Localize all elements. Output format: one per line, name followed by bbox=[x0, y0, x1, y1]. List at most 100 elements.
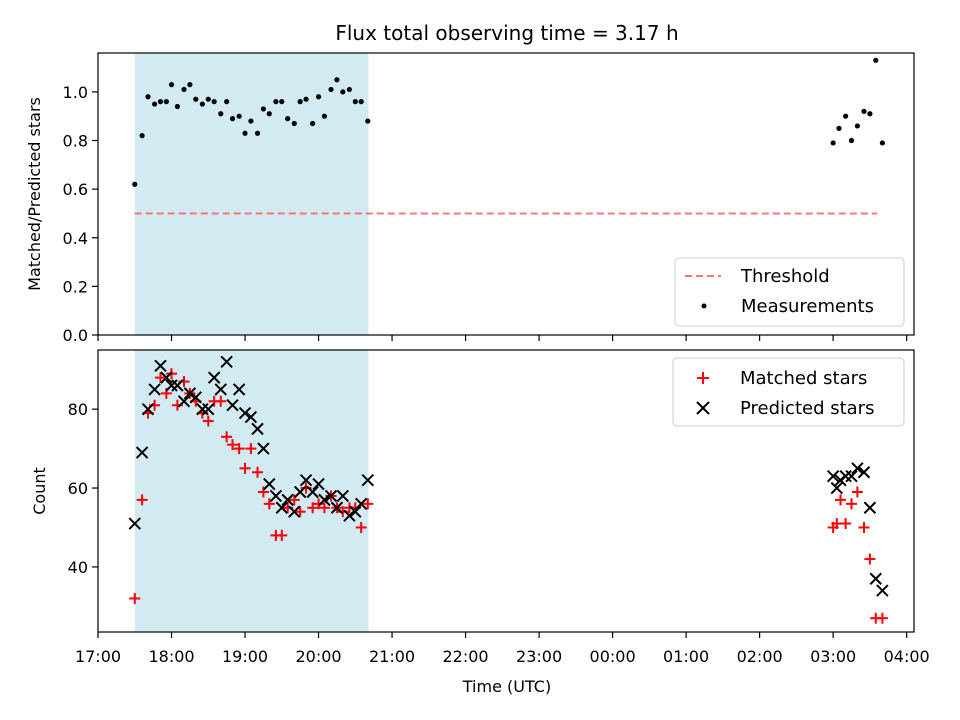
measurement-point bbox=[285, 116, 291, 122]
matched-star-point bbox=[252, 466, 264, 478]
x-axis-title: Time (UTC) bbox=[462, 677, 551, 696]
top-y-tick-label: 1.0 bbox=[63, 83, 88, 102]
matched-star-point bbox=[846, 498, 858, 510]
top-y-axis-title: Matched/Predicted stars bbox=[25, 97, 44, 291]
measurement-point bbox=[334, 77, 340, 83]
predicted-star-point bbox=[135, 446, 149, 459]
chart-title: Flux total observing time = 3.17 h bbox=[335, 21, 678, 45]
measurement-point bbox=[152, 101, 158, 107]
predicted-star-point bbox=[238, 406, 252, 420]
matched-star-point bbox=[318, 502, 330, 514]
bottom-y-tick-label: 60 bbox=[68, 479, 88, 498]
bottom-legend: Matched stars Predicted stars bbox=[672, 357, 905, 427]
predicted-star-point bbox=[839, 470, 852, 483]
measurement-point bbox=[346, 86, 353, 93]
measurement-point bbox=[168, 82, 175, 88]
matched-star-point bbox=[129, 592, 141, 604]
predicted-star-point bbox=[349, 505, 362, 518]
bottom-panel: 40 60 80 17:00 18:00 19:00 20:00 21:00 22:00 23:… bbox=[30, 349, 930, 696]
measurement-point bbox=[879, 140, 885, 146]
matched-star-point bbox=[307, 502, 319, 514]
measurement-point bbox=[163, 99, 169, 105]
predicted-star-point bbox=[269, 489, 283, 503]
predicted-star-point bbox=[343, 509, 356, 522]
measurement-point bbox=[211, 99, 217, 105]
matched-star-point bbox=[245, 443, 257, 455]
measurement-point bbox=[340, 89, 346, 95]
predicted-star-point bbox=[857, 466, 871, 479]
matched-star-point bbox=[876, 612, 888, 624]
predicted-star-point bbox=[281, 493, 294, 507]
predicted-star-point bbox=[275, 501, 288, 514]
predicted-star-point bbox=[214, 383, 227, 396]
legend-predicted-swatch bbox=[696, 401, 710, 415]
x-tick-label: 20:00 bbox=[295, 647, 341, 666]
matched-stars-group bbox=[129, 368, 888, 624]
x-tick-label: 18:00 bbox=[148, 647, 194, 666]
x-tick-label: 17:00 bbox=[75, 647, 121, 666]
predicted-star-point bbox=[306, 485, 319, 499]
legend-matched-swatch bbox=[697, 372, 709, 384]
predicted-star-point bbox=[354, 497, 368, 511]
matched-star-point bbox=[276, 529, 288, 541]
legend-threshold-label: Threshold bbox=[740, 266, 830, 287]
x-tick-label: 01:00 bbox=[663, 647, 709, 666]
top-panel: 0.0 0.2 0.4 0.6 0.8 1.0 Matched/Predicted sta… bbox=[25, 52, 915, 345]
predicted-star-point bbox=[128, 517, 141, 530]
top-observing-span bbox=[134, 53, 369, 335]
x-tick-label: 22:00 bbox=[443, 647, 489, 666]
top-plot-frame bbox=[97, 52, 915, 336]
predicted-star-point bbox=[207, 371, 221, 384]
x-tick-label: 23:00 bbox=[516, 647, 562, 666]
predicted-star-point bbox=[324, 489, 338, 503]
x-tick-label: 19:00 bbox=[222, 647, 268, 666]
matched-star-point bbox=[834, 494, 846, 506]
legend-predicted-label: Predicted stars bbox=[740, 398, 874, 419]
measurement-point bbox=[139, 133, 145, 139]
bottom-x-axis: 17:00 18:00 19:00 20:00 21:00 22:00 23:00 00:00… bbox=[75, 632, 930, 666]
predicted-stars-group bbox=[128, 355, 889, 597]
measurement-point bbox=[199, 101, 205, 107]
predicted-star-point bbox=[244, 410, 258, 424]
matched-star-point bbox=[294, 506, 306, 518]
measurement-point bbox=[242, 130, 248, 136]
bottom-y-tick-label: 80 bbox=[68, 400, 88, 419]
measurement-point bbox=[297, 99, 303, 105]
measurement-point bbox=[352, 99, 358, 105]
measurement-point bbox=[266, 111, 272, 117]
measurement-point bbox=[310, 120, 316, 127]
measurement-point bbox=[205, 96, 211, 102]
predicted-star-point bbox=[293, 485, 307, 499]
measurement-point bbox=[279, 99, 285, 105]
measurement-point bbox=[843, 113, 849, 119]
measurement-point bbox=[836, 125, 842, 131]
matched-star-point bbox=[288, 494, 300, 506]
matched-star-point bbox=[215, 395, 227, 407]
top-y-tick-label: 0.4 bbox=[63, 229, 88, 248]
measurement-point bbox=[132, 181, 138, 187]
matched-star-point bbox=[154, 372, 166, 384]
predicted-star-point bbox=[220, 355, 233, 369]
top-y-tick-label: 0.2 bbox=[63, 277, 88, 296]
matched-star-point bbox=[257, 486, 269, 498]
measurement-point bbox=[358, 99, 364, 105]
top-y-tick-label: 0.8 bbox=[63, 132, 88, 151]
predicted-star-point bbox=[318, 493, 331, 507]
measurement-point bbox=[854, 123, 860, 129]
matched-star-point bbox=[136, 494, 148, 506]
bottom-y-tick-label: 40 bbox=[68, 558, 88, 577]
measurement-point bbox=[145, 94, 151, 100]
legend-matched-label: Matched stars bbox=[740, 368, 867, 389]
measurement-point bbox=[273, 99, 279, 105]
top-legend-box bbox=[674, 257, 905, 327]
predicted-star-point bbox=[851, 462, 864, 475]
predicted-star-point bbox=[361, 473, 375, 487]
measurement-point bbox=[303, 96, 309, 102]
predicted-star-point bbox=[876, 584, 889, 597]
predicted-star-point bbox=[165, 379, 178, 392]
predicted-star-point bbox=[257, 442, 270, 455]
top-y-tick-label: 0.0 bbox=[63, 326, 88, 345]
matched-star-point bbox=[263, 498, 275, 510]
predicted-star-point bbox=[189, 391, 202, 404]
